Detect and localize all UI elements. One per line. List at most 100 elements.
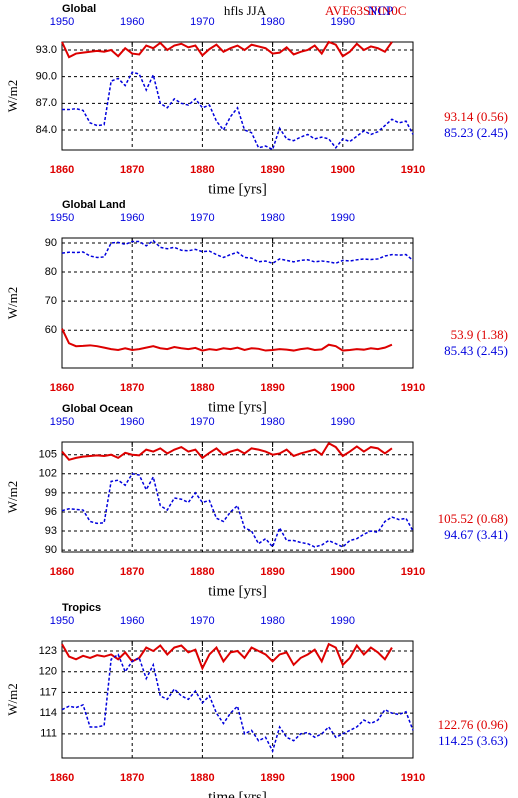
x-axis-label: time [yrs] <box>208 789 267 798</box>
x2-tick-label: 1990 <box>331 16 355 28</box>
panel-title: Global <box>62 3 96 15</box>
plot-frame <box>61 41 414 151</box>
series-stat: 93.14 (0.56) <box>444 109 508 124</box>
y-tick-label: 87.0 <box>36 97 57 109</box>
y-tick-label: 93 <box>45 525 57 537</box>
y-axis-label: W/m2 <box>5 80 20 113</box>
series-line <box>61 328 393 352</box>
x2-tick-label: 1980 <box>260 212 284 224</box>
x2-tick-label: 1960 <box>120 416 144 428</box>
plot-frame <box>61 640 414 759</box>
y-tick-label: 102 <box>39 468 57 480</box>
x2-tick-label: 1960 <box>120 615 144 627</box>
x-tick-label: 1870 <box>120 382 144 394</box>
y-axis-label: W/m2 <box>5 683 20 716</box>
x2-tick-label: 1990 <box>331 212 355 224</box>
series-line <box>61 472 414 549</box>
x-axis-label: time [yrs] <box>208 583 267 599</box>
plot-frame <box>61 237 414 369</box>
x2-tick-label: 1950 <box>50 212 74 224</box>
x2-tick-label: 1970 <box>190 416 214 428</box>
y-axis-label: W/m2 <box>5 287 20 320</box>
x-tick-label: 1870 <box>120 772 144 784</box>
series-stat: 85.23 (2.45) <box>444 125 508 140</box>
panel-title: Tropics <box>62 602 101 614</box>
series-line <box>61 642 393 671</box>
x-tick-label: 1870 <box>120 566 144 578</box>
series-stat: 105.52 (0.68) <box>438 511 508 526</box>
y-tick-label: 111 <box>40 728 57 740</box>
x-tick-label: 1910 <box>401 164 425 176</box>
series-line <box>61 40 393 59</box>
series-line <box>61 653 414 754</box>
x-tick-label: 1900 <box>331 772 355 784</box>
y-tick-label: 90.0 <box>36 71 57 83</box>
x-tick-label: 1880 <box>190 772 214 784</box>
x2-tick-label: 1970 <box>190 615 214 627</box>
figure-title: hfls JJA <box>224 3 267 18</box>
series-stat: 85.43 (2.45) <box>444 343 508 358</box>
y-tick-label: 90 <box>45 544 57 556</box>
x-tick-label: 1900 <box>331 164 355 176</box>
series-stat: 94.67 (3.41) <box>444 527 508 542</box>
y-tick-label: 84.0 <box>36 124 57 136</box>
series-stat: 114.25 (3.63) <box>438 733 508 748</box>
x2-tick-label: 1990 <box>331 615 355 627</box>
x2-tick-label: 1970 <box>190 16 214 28</box>
x-tick-label: 1900 <box>331 382 355 394</box>
panel-title: Global Ocean <box>62 403 133 415</box>
x-tick-label: 1860 <box>50 164 74 176</box>
y-tick-label: 105 <box>39 449 57 461</box>
y-tick-label: 80 <box>45 266 57 278</box>
panel-title: Global Land <box>62 199 126 211</box>
plot-frame <box>61 441 414 553</box>
x-tick-label: 1890 <box>260 772 284 784</box>
x2-tick-label: 1990 <box>331 416 355 428</box>
x-axis-label: time [yrs] <box>208 181 267 197</box>
y-tick-label: 90 <box>45 237 57 249</box>
y-tick-label: 70 <box>45 295 57 307</box>
x-axis-label: time [yrs] <box>208 399 267 415</box>
y-tick-label: 99 <box>45 487 57 499</box>
y-tick-label: 96 <box>45 506 57 518</box>
x2-tick-label: 1950 <box>50 416 74 428</box>
series-stat: 122.76 (0.96) <box>438 717 508 732</box>
x-tick-label: 1860 <box>50 382 74 394</box>
x-tick-label: 1900 <box>331 566 355 578</box>
y-tick-label: 123 <box>39 645 57 657</box>
series-stat: 53.9 (1.38) <box>451 327 508 342</box>
x-tick-label: 1890 <box>260 164 284 176</box>
x-tick-label: 1860 <box>50 566 74 578</box>
x-tick-label: 1910 <box>401 772 425 784</box>
x2-tick-label: 1970 <box>190 212 214 224</box>
x2-tick-label: 1950 <box>50 16 74 28</box>
y-axis-label: W/m2 <box>5 481 20 514</box>
x-tick-label: 1910 <box>401 566 425 578</box>
reference-label: NCP <box>368 3 393 18</box>
case-label: AVE63SPIN0C <box>325 3 406 18</box>
x2-tick-label: 1950 <box>50 615 74 627</box>
x2-tick-label: 1960 <box>120 212 144 224</box>
y-tick-label: 114 <box>39 707 57 719</box>
y-tick-label: 60 <box>45 324 57 336</box>
x-tick-label: 1860 <box>50 772 74 784</box>
x-tick-label: 1870 <box>120 164 144 176</box>
x2-tick-label: 1980 <box>260 16 284 28</box>
x-tick-label: 1910 <box>401 382 425 394</box>
x-tick-label: 1890 <box>260 382 284 394</box>
x2-tick-label: 1960 <box>120 16 144 28</box>
x2-tick-label: 1980 <box>260 416 284 428</box>
series-line <box>62 71 414 151</box>
series-line <box>61 239 414 265</box>
x-tick-label: 1890 <box>260 566 284 578</box>
y-tick-label: 120 <box>39 666 57 678</box>
y-tick-label: 117 <box>39 686 57 698</box>
y-tick-label: 93.0 <box>36 44 57 56</box>
x-tick-label: 1880 <box>190 164 214 176</box>
x-tick-label: 1880 <box>190 566 214 578</box>
series-line <box>61 441 393 461</box>
x-tick-label: 1880 <box>190 382 214 394</box>
x2-tick-label: 1980 <box>260 615 284 627</box>
